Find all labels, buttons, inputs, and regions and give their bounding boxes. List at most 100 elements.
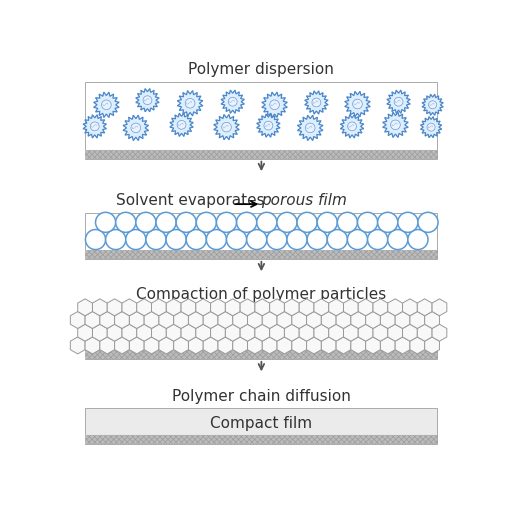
Polygon shape xyxy=(291,311,306,328)
Polygon shape xyxy=(262,311,276,328)
Circle shape xyxy=(367,230,387,250)
Polygon shape xyxy=(424,311,439,328)
Bar xyxy=(86,306,436,359)
Polygon shape xyxy=(269,324,284,341)
Circle shape xyxy=(105,230,126,250)
Text: porous film: porous film xyxy=(261,193,346,208)
Polygon shape xyxy=(85,337,100,354)
Circle shape xyxy=(196,212,216,232)
Polygon shape xyxy=(409,311,424,328)
Polygon shape xyxy=(409,337,424,354)
Polygon shape xyxy=(247,337,262,354)
Polygon shape xyxy=(299,324,314,341)
Circle shape xyxy=(176,212,196,232)
Bar xyxy=(86,351,436,359)
Polygon shape xyxy=(335,337,350,354)
Polygon shape xyxy=(304,91,327,114)
Polygon shape xyxy=(144,337,159,354)
Polygon shape xyxy=(100,337,115,354)
Polygon shape xyxy=(77,299,92,316)
Circle shape xyxy=(327,230,347,250)
Circle shape xyxy=(131,123,140,133)
Polygon shape xyxy=(107,324,122,341)
Polygon shape xyxy=(291,337,306,354)
Polygon shape xyxy=(174,311,188,328)
Polygon shape xyxy=(276,311,291,328)
Circle shape xyxy=(116,212,135,232)
Polygon shape xyxy=(240,324,254,341)
Polygon shape xyxy=(306,337,321,354)
Polygon shape xyxy=(357,299,372,316)
Circle shape xyxy=(146,230,166,250)
Bar xyxy=(86,150,436,159)
Polygon shape xyxy=(123,115,148,141)
Polygon shape xyxy=(431,299,446,316)
Circle shape xyxy=(397,212,417,232)
Polygon shape xyxy=(70,337,85,354)
Circle shape xyxy=(393,97,402,106)
Polygon shape xyxy=(225,299,240,316)
Circle shape xyxy=(186,230,206,250)
Polygon shape xyxy=(188,311,203,328)
Polygon shape xyxy=(247,311,262,328)
Polygon shape xyxy=(262,337,276,354)
Polygon shape xyxy=(129,311,144,328)
Circle shape xyxy=(95,212,116,232)
Polygon shape xyxy=(181,324,195,341)
Polygon shape xyxy=(144,311,159,328)
Polygon shape xyxy=(416,299,431,316)
Polygon shape xyxy=(188,337,203,354)
Circle shape xyxy=(226,230,246,250)
Circle shape xyxy=(269,100,279,109)
Polygon shape xyxy=(77,324,92,341)
Circle shape xyxy=(221,122,231,132)
Circle shape xyxy=(336,212,357,232)
Polygon shape xyxy=(269,299,284,316)
Polygon shape xyxy=(169,113,193,136)
Polygon shape xyxy=(94,92,119,118)
Circle shape xyxy=(417,212,437,232)
Polygon shape xyxy=(217,311,232,328)
Polygon shape xyxy=(419,117,441,138)
Polygon shape xyxy=(203,337,217,354)
Bar xyxy=(86,250,436,259)
Polygon shape xyxy=(382,112,407,138)
Polygon shape xyxy=(159,337,174,354)
Polygon shape xyxy=(151,299,166,316)
Circle shape xyxy=(206,230,226,250)
Polygon shape xyxy=(328,299,343,316)
Circle shape xyxy=(306,230,327,250)
Polygon shape xyxy=(232,311,247,328)
Polygon shape xyxy=(350,337,365,354)
Circle shape xyxy=(287,230,306,250)
Polygon shape xyxy=(151,324,166,341)
Polygon shape xyxy=(217,337,232,354)
Polygon shape xyxy=(107,299,122,316)
Polygon shape xyxy=(122,299,136,316)
Circle shape xyxy=(296,212,317,232)
Polygon shape xyxy=(203,311,217,328)
Polygon shape xyxy=(416,324,431,341)
Circle shape xyxy=(317,212,336,232)
Circle shape xyxy=(236,212,256,232)
Circle shape xyxy=(377,212,397,232)
Circle shape xyxy=(276,212,296,232)
Polygon shape xyxy=(394,311,409,328)
Circle shape xyxy=(135,212,156,232)
Text: Polymer chain diffusion: Polymer chain diffusion xyxy=(172,389,350,403)
Polygon shape xyxy=(402,299,416,316)
Polygon shape xyxy=(402,324,416,341)
Circle shape xyxy=(312,98,320,107)
Polygon shape xyxy=(129,337,144,354)
Polygon shape xyxy=(299,299,314,316)
Circle shape xyxy=(166,230,186,250)
Circle shape xyxy=(246,230,266,250)
Polygon shape xyxy=(115,337,129,354)
Polygon shape xyxy=(254,324,269,341)
Circle shape xyxy=(347,230,367,250)
Circle shape xyxy=(101,100,111,109)
Polygon shape xyxy=(135,88,159,112)
Polygon shape xyxy=(421,94,442,115)
Polygon shape xyxy=(254,299,269,316)
Bar xyxy=(86,213,436,259)
